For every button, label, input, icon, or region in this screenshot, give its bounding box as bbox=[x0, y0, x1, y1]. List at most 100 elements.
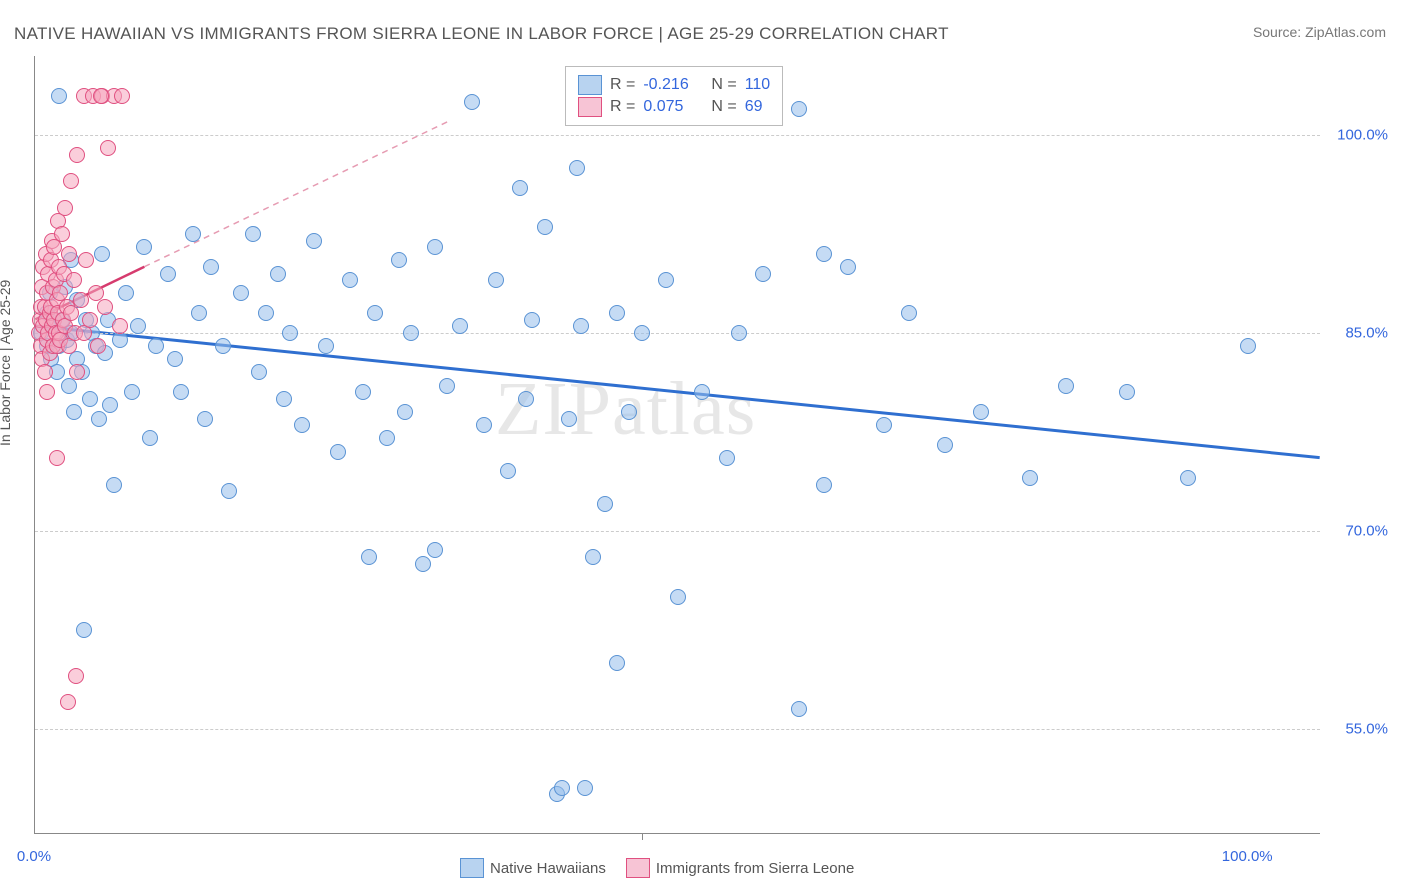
chart-title: NATIVE HAWAIIAN VS IMMIGRANTS FROM SIERR… bbox=[14, 24, 949, 44]
y-axis-title: In Labor Force | Age 25-29 bbox=[0, 280, 13, 446]
data-point bbox=[73, 292, 89, 308]
data-point bbox=[518, 391, 534, 407]
source-label: Source: ZipAtlas.com bbox=[1253, 24, 1386, 40]
gridline bbox=[35, 135, 1320, 136]
gridline bbox=[35, 531, 1320, 532]
data-point bbox=[203, 259, 219, 275]
data-point bbox=[901, 305, 917, 321]
data-point bbox=[609, 655, 625, 671]
data-point bbox=[100, 140, 116, 156]
data-point bbox=[397, 404, 413, 420]
data-point bbox=[276, 391, 292, 407]
data-point bbox=[173, 384, 189, 400]
data-point bbox=[755, 266, 771, 282]
data-point bbox=[91, 411, 107, 427]
bottom-legend: Native Hawaiians Immigrants from Sierra L… bbox=[460, 858, 854, 878]
data-point bbox=[876, 417, 892, 433]
data-point bbox=[554, 780, 570, 796]
legend-swatch bbox=[460, 858, 484, 878]
legend-label: Native Hawaiians bbox=[490, 860, 606, 877]
data-point bbox=[621, 404, 637, 420]
gridline bbox=[35, 333, 1320, 334]
data-point bbox=[330, 444, 346, 460]
stats-legend-row: R =-0.216N =110 bbox=[578, 75, 770, 95]
data-point bbox=[306, 233, 322, 249]
data-point bbox=[221, 483, 237, 499]
chart-container: NATIVE HAWAIIAN VS IMMIGRANTS FROM SIERR… bbox=[0, 0, 1406, 892]
gridline bbox=[35, 729, 1320, 730]
data-point bbox=[476, 417, 492, 433]
data-point bbox=[68, 668, 84, 684]
y-tick-label: 85.0% bbox=[1345, 324, 1388, 341]
data-point bbox=[114, 88, 130, 104]
x-tick-label: 0.0% bbox=[17, 848, 51, 865]
stats-legend-row: R =0.075N =69 bbox=[578, 97, 770, 117]
data-point bbox=[51, 88, 67, 104]
data-point bbox=[82, 312, 98, 328]
data-point bbox=[415, 556, 431, 572]
y-tick-label: 55.0% bbox=[1345, 720, 1388, 737]
data-point bbox=[569, 160, 585, 176]
data-point bbox=[69, 147, 85, 163]
data-point bbox=[191, 305, 207, 321]
data-point bbox=[66, 404, 82, 420]
data-point bbox=[537, 219, 553, 235]
data-point bbox=[403, 325, 419, 341]
data-point bbox=[49, 450, 65, 466]
data-point bbox=[82, 391, 98, 407]
data-point bbox=[270, 266, 286, 282]
data-point bbox=[488, 272, 504, 288]
data-point bbox=[1022, 470, 1038, 486]
legend-item: Immigrants from Sierra Leone bbox=[626, 858, 854, 878]
data-point bbox=[142, 430, 158, 446]
data-point bbox=[731, 325, 747, 341]
data-point bbox=[1119, 384, 1135, 400]
stats-legend: R =-0.216N =110R =0.075N =69 bbox=[565, 66, 783, 126]
data-point bbox=[57, 200, 73, 216]
data-point bbox=[90, 338, 106, 354]
data-point bbox=[258, 305, 274, 321]
legend-swatch bbox=[578, 75, 602, 95]
data-point bbox=[39, 384, 55, 400]
data-point bbox=[112, 318, 128, 334]
data-point bbox=[1058, 378, 1074, 394]
data-point bbox=[1180, 470, 1196, 486]
data-point bbox=[391, 252, 407, 268]
data-point bbox=[670, 589, 686, 605]
data-point bbox=[355, 384, 371, 400]
data-point bbox=[524, 312, 540, 328]
y-tick-label: 70.0% bbox=[1345, 522, 1388, 539]
data-point bbox=[561, 411, 577, 427]
data-point bbox=[118, 285, 134, 301]
data-point bbox=[97, 299, 113, 315]
legend-label: Immigrants from Sierra Leone bbox=[656, 860, 854, 877]
data-point bbox=[124, 384, 140, 400]
data-point bbox=[379, 430, 395, 446]
data-point bbox=[585, 549, 601, 565]
data-point bbox=[61, 246, 77, 262]
data-point bbox=[367, 305, 383, 321]
data-point bbox=[342, 272, 358, 288]
data-point bbox=[937, 437, 953, 453]
data-point bbox=[102, 397, 118, 413]
data-point bbox=[294, 417, 310, 433]
data-point bbox=[167, 351, 183, 367]
data-point bbox=[427, 239, 443, 255]
y-tick-label: 100.0% bbox=[1337, 127, 1388, 144]
data-point bbox=[130, 318, 146, 334]
data-point bbox=[282, 325, 298, 341]
data-point bbox=[76, 622, 92, 638]
data-point bbox=[37, 364, 53, 380]
data-point bbox=[791, 701, 807, 717]
data-point bbox=[816, 246, 832, 262]
data-point bbox=[78, 252, 94, 268]
data-point bbox=[791, 101, 807, 117]
data-point bbox=[63, 305, 79, 321]
data-point bbox=[816, 477, 832, 493]
data-point bbox=[245, 226, 261, 242]
plot-area: ZIPatlas 55.0%70.0%85.0%100.0%R =-0.216N… bbox=[34, 56, 1320, 834]
legend-swatch bbox=[578, 97, 602, 117]
data-point bbox=[512, 180, 528, 196]
data-point bbox=[197, 411, 213, 427]
data-point bbox=[185, 226, 201, 242]
